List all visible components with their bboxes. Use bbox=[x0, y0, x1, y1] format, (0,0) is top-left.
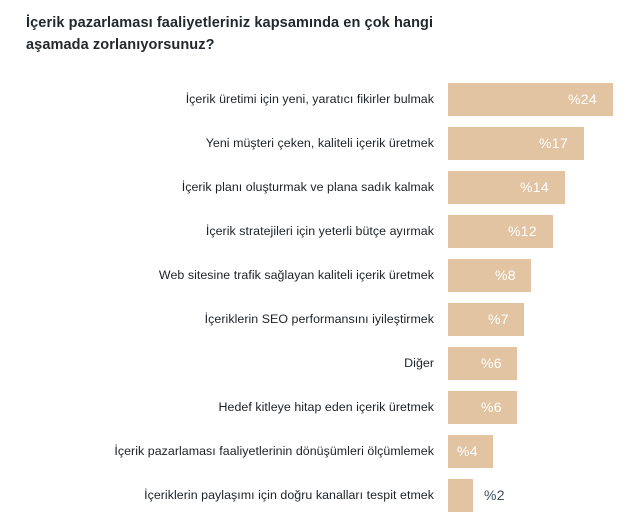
category-label: Hedef kitleye hitap eden içerik üretmek bbox=[218, 400, 434, 414]
bar-chart-plot: İçerik üretimi için yeni, yaratıcı fikir… bbox=[0, 83, 635, 523]
bar-value-label: %12 bbox=[508, 223, 537, 239]
bar-value-label: %24 bbox=[568, 91, 597, 107]
category-label: İçerik stratejileri için yeterli bütçe a… bbox=[205, 224, 434, 238]
bar-value-label: %7 bbox=[488, 311, 509, 327]
bar[interactable] bbox=[448, 127, 584, 160]
bar-track: %8 bbox=[448, 259, 635, 292]
bar[interactable] bbox=[448, 347, 517, 380]
bar-track: %14 bbox=[448, 171, 635, 204]
category-label: Diğer bbox=[404, 356, 434, 370]
bar[interactable] bbox=[448, 259, 531, 292]
bar-track: %2 bbox=[448, 479, 635, 512]
chart-row: İçerik planı oluşturmak ve plana sadık k… bbox=[0, 171, 635, 215]
chart-row: Diğer %6 bbox=[0, 347, 635, 391]
bar-value-label: %6 bbox=[481, 399, 502, 415]
chart-row: İçerik stratejileri için yeterli bütçe a… bbox=[0, 215, 635, 259]
bar-track: %6 bbox=[448, 347, 635, 380]
category-label: İçerik pazarlaması faaliyetlerinin dönüş… bbox=[114, 444, 434, 458]
category-label: İçeriklerin paylaşımı için doğru kanalla… bbox=[144, 488, 434, 502]
bar[interactable] bbox=[448, 171, 565, 204]
chart-row: İçeriklerin SEO performansını iyileştirm… bbox=[0, 303, 635, 347]
category-label: İçerik planı oluşturmak ve plana sadık k… bbox=[181, 180, 434, 194]
bar[interactable] bbox=[448, 435, 493, 468]
category-label: Web sitesine trafik sağlayan kaliteli iç… bbox=[158, 268, 434, 282]
bar-track: %7 bbox=[448, 303, 635, 336]
bar-track: %24 bbox=[448, 83, 635, 116]
chart-row: İçerik üretimi için yeni, yaratıcı fikir… bbox=[0, 83, 635, 127]
chart-row: İçeriklerin paylaşımı için doğru kanalla… bbox=[0, 479, 635, 523]
bar-track: %17 bbox=[448, 127, 635, 160]
bar[interactable] bbox=[448, 83, 613, 116]
bar-value-label: %14 bbox=[520, 179, 549, 195]
bar[interactable] bbox=[448, 479, 473, 512]
bar-value-label: %8 bbox=[495, 267, 516, 283]
bar-value-label: %6 bbox=[481, 355, 502, 371]
page-title: İçerik pazarlaması faaliyetleriniz kapsa… bbox=[26, 15, 434, 54]
bar-track: %12 bbox=[448, 215, 635, 248]
chart-row: Hedef kitleye hitap eden içerik üretmek … bbox=[0, 391, 635, 435]
category-label: Yeni müşteri çeken, kaliteli içerik üret… bbox=[205, 136, 434, 150]
chart-page: İçerik pazarlaması faaliyetleriniz kapsa… bbox=[26, 15, 613, 512]
chart-row: Yeni müşteri çeken, kaliteli içerik üret… bbox=[0, 127, 635, 171]
bar[interactable] bbox=[448, 215, 553, 248]
chart-row: Web sitesine trafik sağlayan kaliteli iç… bbox=[0, 259, 635, 303]
bar[interactable] bbox=[448, 391, 517, 424]
chart-row: İçerik pazarlaması faaliyetlerinin dönüş… bbox=[0, 435, 635, 479]
bar-track: %6 bbox=[448, 391, 635, 424]
category-label: İçerik üretimi için yeni, yaratıcı fikir… bbox=[185, 92, 434, 106]
bar-track: %4 bbox=[448, 435, 635, 468]
category-label: İçeriklerin SEO performansını iyileştirm… bbox=[204, 312, 434, 326]
bar-value-label: %4 bbox=[457, 443, 478, 459]
bar-value-label: %2 bbox=[484, 487, 505, 503]
bar[interactable] bbox=[448, 303, 524, 336]
bar-value-label: %17 bbox=[539, 135, 568, 151]
